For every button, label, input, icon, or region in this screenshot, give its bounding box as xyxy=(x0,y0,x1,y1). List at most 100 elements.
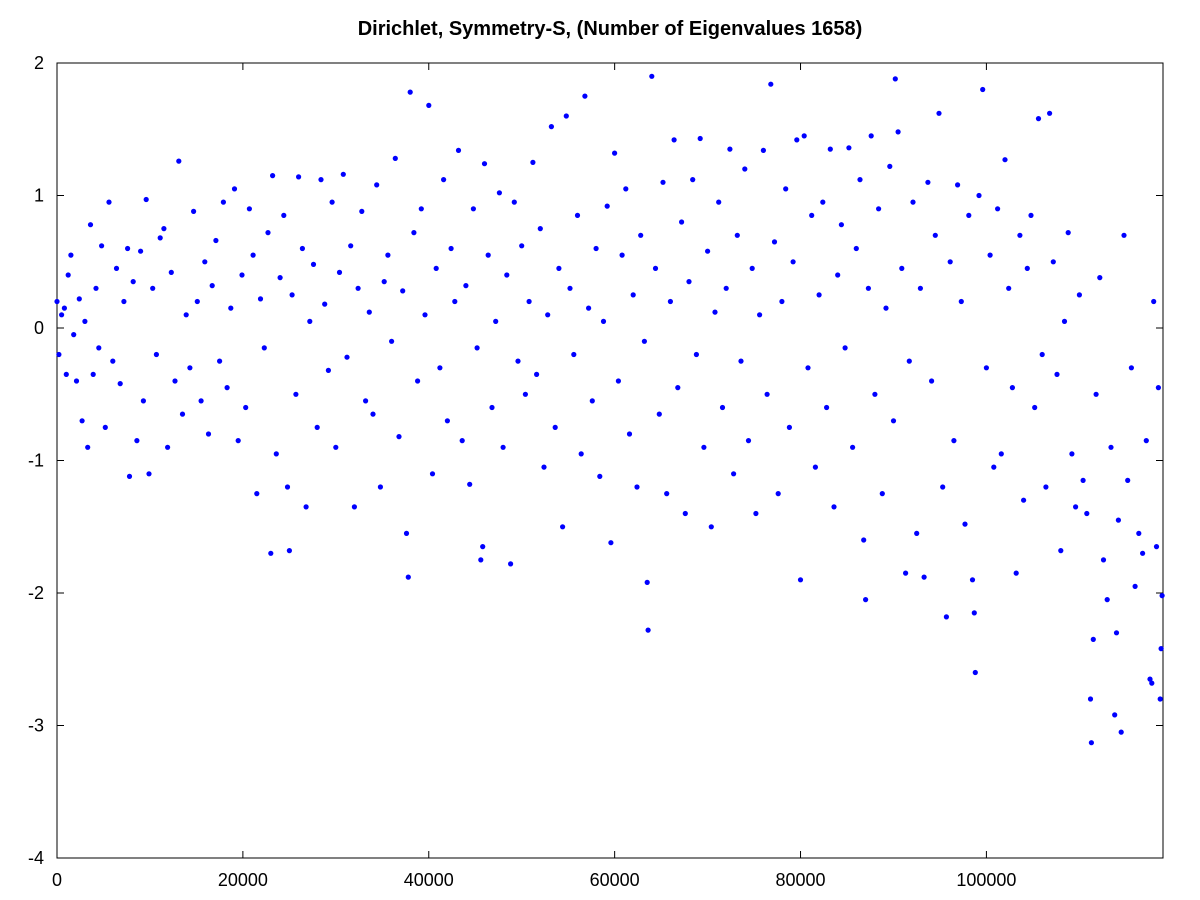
data-point xyxy=(612,150,618,156)
data-point xyxy=(593,245,599,252)
data-point xyxy=(485,252,491,258)
data-point xyxy=(578,451,584,457)
data-point xyxy=(481,161,488,167)
data-point xyxy=(1136,530,1142,537)
data-point xyxy=(153,351,159,358)
data-point xyxy=(887,163,893,169)
data-point xyxy=(1112,712,1118,718)
x-tick-label: 80000 xyxy=(775,870,825,890)
data-point xyxy=(545,312,551,318)
data-point xyxy=(400,288,406,294)
data-point xyxy=(865,285,872,291)
data-point xyxy=(863,597,869,603)
data-point xyxy=(768,81,774,87)
data-point xyxy=(1151,298,1157,305)
data-point xyxy=(571,351,577,358)
data-point xyxy=(1013,570,1019,576)
data-point xyxy=(872,391,878,397)
x-tick-label: 100000 xyxy=(956,870,1016,890)
data-point xyxy=(675,385,681,391)
data-point xyxy=(597,473,603,479)
data-point xyxy=(224,385,230,391)
data-point xyxy=(608,540,614,546)
data-point xyxy=(861,537,867,543)
data-point xyxy=(892,76,898,82)
data-point xyxy=(143,196,149,203)
y-tick-label: 0 xyxy=(34,318,44,338)
data-point xyxy=(455,147,462,153)
data-point xyxy=(459,438,465,444)
data-point xyxy=(705,248,711,254)
data-point xyxy=(480,544,486,550)
data-point xyxy=(1084,510,1090,517)
data-point xyxy=(932,232,938,238)
data-point xyxy=(381,279,387,285)
data-point xyxy=(329,199,335,205)
data-point xyxy=(857,177,863,183)
data-point xyxy=(511,199,517,205)
data-point xyxy=(370,411,376,417)
data-point xyxy=(1028,212,1034,218)
data-point xyxy=(157,235,163,241)
data-point xyxy=(563,113,569,119)
y-tick-label: -2 xyxy=(28,583,44,603)
data-point xyxy=(385,252,391,258)
data-point xyxy=(134,438,140,444)
data-point xyxy=(671,137,677,143)
data-point xyxy=(1108,444,1114,450)
data-point xyxy=(708,524,714,530)
data-point xyxy=(261,345,267,351)
data-point xyxy=(1132,583,1138,590)
data-point xyxy=(110,358,116,364)
data-point xyxy=(1002,157,1008,163)
plot-area xyxy=(56,62,1164,859)
data-point xyxy=(604,203,610,209)
data-point xyxy=(396,434,402,440)
data-point xyxy=(187,365,193,371)
data-point xyxy=(757,312,763,318)
data-point xyxy=(59,312,65,318)
data-point xyxy=(816,292,822,298)
data-point xyxy=(753,510,759,517)
data-point xyxy=(649,73,655,79)
data-point xyxy=(626,431,633,437)
data-point xyxy=(779,298,785,305)
data-point xyxy=(980,86,986,93)
data-point xyxy=(853,245,859,252)
data-point xyxy=(322,301,328,307)
x-tick-label: 0 xyxy=(52,870,62,890)
data-point xyxy=(645,627,651,633)
data-point xyxy=(910,199,916,205)
data-point xyxy=(429,471,436,477)
data-point xyxy=(716,199,722,205)
data-point xyxy=(1104,597,1110,603)
data-point xyxy=(656,411,662,417)
data-point xyxy=(1054,371,1060,377)
data-point xyxy=(1093,391,1099,397)
data-point xyxy=(868,133,874,139)
data-point xyxy=(890,418,897,424)
x-tick-label: 20000 xyxy=(218,870,268,890)
data-point xyxy=(850,444,856,450)
data-point xyxy=(947,259,953,265)
data-point xyxy=(198,398,204,404)
data-point xyxy=(407,89,413,95)
data-point xyxy=(712,309,718,315)
data-point xyxy=(150,285,156,291)
data-point xyxy=(1157,696,1163,702)
data-point xyxy=(270,173,276,179)
data-point xyxy=(106,199,112,205)
data-point xyxy=(879,491,885,497)
data-point xyxy=(936,110,942,116)
data-point xyxy=(422,312,428,318)
data-point xyxy=(1153,544,1160,550)
data-point xyxy=(243,404,249,411)
data-point xyxy=(664,491,670,497)
data-point xyxy=(797,577,804,583)
data-point xyxy=(790,259,796,265)
x-tick-label: 60000 xyxy=(590,870,640,890)
data-point xyxy=(1118,729,1124,735)
data-point xyxy=(235,438,241,444)
data-point xyxy=(489,404,495,411)
